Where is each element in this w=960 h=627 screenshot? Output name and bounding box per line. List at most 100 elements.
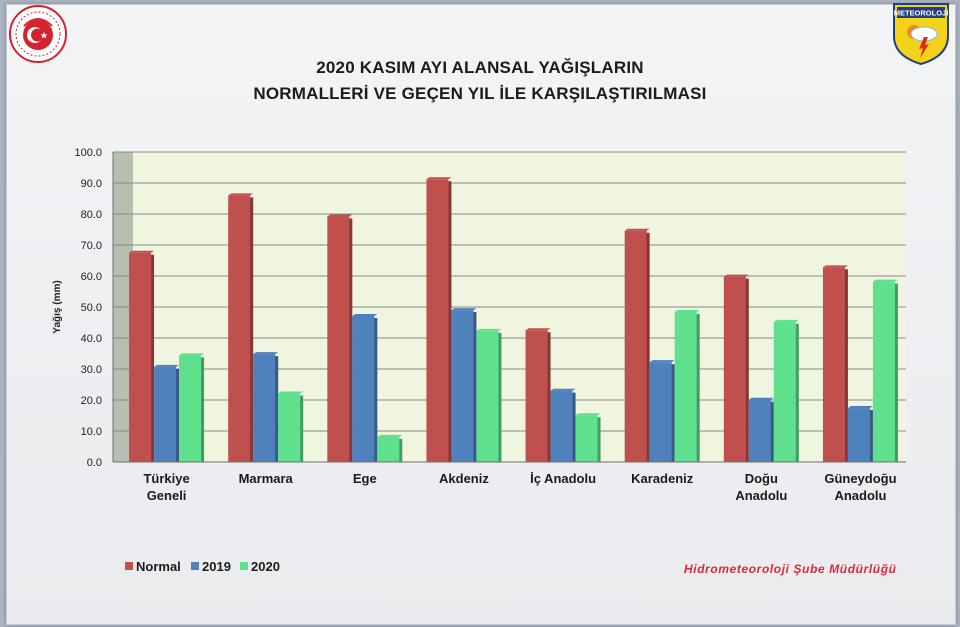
bar-top — [476, 328, 502, 331]
bar-side — [768, 401, 774, 462]
bar-top — [847, 406, 873, 409]
bar-side — [298, 395, 304, 462]
bar-face — [278, 393, 301, 462]
bar-top — [748, 397, 774, 400]
bar-face — [550, 390, 573, 462]
bar-2020-5 — [674, 309, 700, 462]
bar-face — [847, 408, 870, 462]
legend-label-2020: 2020 — [251, 559, 280, 574]
bar-top — [278, 391, 304, 394]
bar-side — [669, 364, 675, 462]
bar-top — [525, 328, 551, 331]
bar-2020-7 — [872, 279, 898, 462]
bar-side — [446, 181, 452, 462]
x-tick-label: Geneli — [147, 488, 187, 503]
legend: Normal 2019 2020 — [125, 559, 280, 574]
bar-2020-3 — [476, 328, 502, 462]
legend-label-2019: 2019 — [202, 559, 231, 574]
bar-2019-4 — [550, 388, 576, 462]
x-tick-label: Güneydoğu — [824, 471, 896, 486]
bar-face — [476, 330, 499, 462]
bar-top — [872, 279, 898, 282]
x-tick-label: Anadolu — [834, 488, 886, 503]
bar-face — [426, 179, 449, 462]
bar-face — [129, 252, 152, 462]
bar-top — [179, 353, 205, 356]
x-tick-label: Karadeniz — [631, 471, 694, 486]
bar-2020-6 — [773, 319, 799, 462]
y-tick-label: 50.0 — [81, 302, 102, 314]
bar-normal-0 — [129, 250, 155, 462]
meteoroloji-logo-text: METEOROLOJİ — [894, 9, 949, 18]
bar-top — [575, 413, 601, 416]
bar-2019-5 — [649, 360, 675, 462]
bar-normal-1 — [228, 193, 254, 462]
bar-face — [822, 267, 845, 462]
bar-side — [347, 218, 353, 462]
bar-side — [496, 332, 502, 462]
legend-swatch-2020 — [240, 562, 248, 570]
ministry-logo — [9, 5, 67, 63]
bar-face — [327, 216, 350, 462]
x-tick-label: Marmara — [239, 471, 294, 486]
bar-side — [570, 392, 576, 462]
bar-top — [822, 265, 848, 268]
y-tick-label: 80.0 — [81, 209, 102, 221]
x-tick-label: İç Anadolu — [530, 471, 596, 486]
footer-credit: Hidrometeoroloji Şube Müdürlüğü — [684, 562, 897, 576]
legend-swatch-2019 — [191, 562, 199, 570]
bar-2019-3 — [451, 308, 477, 462]
bar-top — [674, 309, 700, 312]
bar-side — [471, 312, 477, 462]
bar-face — [352, 315, 375, 462]
bar-normal-6 — [723, 274, 749, 462]
bar-face — [748, 399, 771, 462]
bar-2019-6 — [748, 397, 774, 462]
bar-2019-1 — [253, 352, 279, 462]
bar-face — [575, 415, 598, 462]
chart-title-line1: 2020 KASIM AYI ALANSAL YAĞIŞLARIN — [316, 58, 644, 77]
bar-2019-0 — [154, 364, 180, 462]
bar-side — [248, 197, 254, 462]
bar-face — [253, 354, 276, 462]
x-tick-label: Anadolu — [735, 488, 787, 503]
bar-face — [773, 321, 796, 462]
bar-top — [352, 313, 378, 316]
bar-top — [773, 319, 799, 322]
bar-face — [624, 230, 647, 462]
bar-2019-2 — [352, 313, 378, 462]
bar-normal-2 — [327, 214, 353, 462]
bar-2020-0 — [179, 353, 205, 462]
y-axis-label: Yağış (mm) — [52, 280, 63, 333]
bar-side — [793, 323, 799, 462]
bar-normal-4 — [525, 328, 551, 462]
y-tick-label: 100.0 — [74, 147, 102, 159]
bar-face — [228, 195, 251, 462]
bar-side — [595, 417, 601, 462]
bar-side — [867, 410, 873, 462]
bar-top — [624, 228, 650, 231]
x-tick-label: Ege — [353, 471, 377, 486]
bar-face — [872, 281, 895, 462]
bar-side — [273, 356, 279, 462]
bar-2020-1 — [278, 391, 304, 462]
y-tick-label: 40.0 — [81, 333, 102, 345]
bar-2020-4 — [575, 413, 601, 462]
bar-2020-2 — [377, 434, 403, 462]
bar-top — [426, 177, 452, 180]
y-tick-label: 30.0 — [81, 364, 102, 376]
bar-side — [545, 332, 551, 462]
bar-side — [372, 317, 378, 462]
bar-face — [179, 355, 202, 462]
bar-top — [550, 388, 576, 391]
bar-face — [451, 310, 474, 462]
chart-title-line2: NORMALLERİ VE GEÇEN YIL İLE KARŞILAŞTIRI… — [253, 84, 707, 103]
bar-normal-7 — [822, 265, 848, 462]
bar-side — [149, 254, 155, 462]
bar-side — [743, 278, 749, 462]
x-tick-label: Akdeniz — [439, 471, 489, 486]
bar-top — [154, 364, 180, 367]
bar-side — [694, 313, 700, 462]
bar-top — [327, 214, 353, 217]
